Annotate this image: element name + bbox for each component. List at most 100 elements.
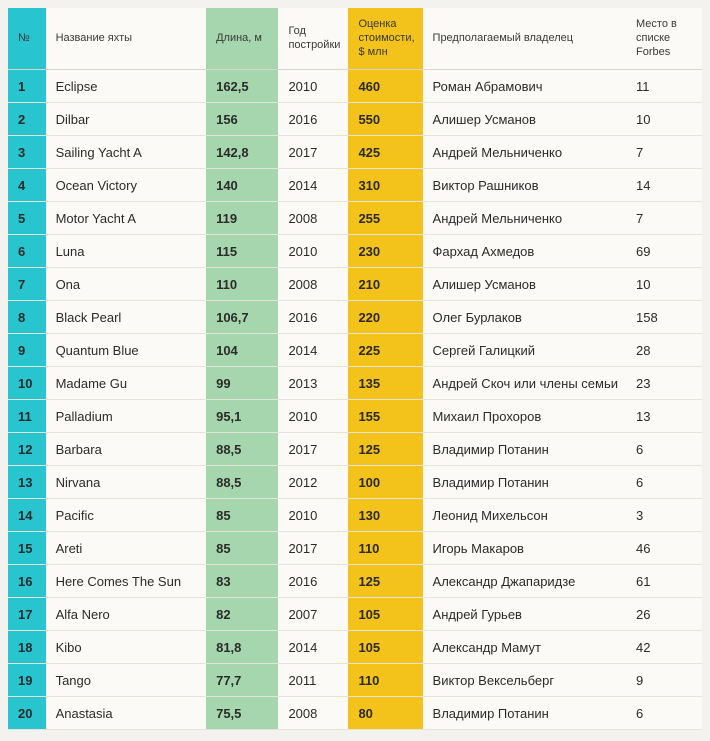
col-header-number: № bbox=[8, 8, 46, 70]
cell-owner: Игорь Макаров bbox=[423, 532, 626, 565]
cell-cost: 105 bbox=[348, 631, 422, 664]
cell-year: 2014 bbox=[278, 169, 348, 202]
cell-number: 19 bbox=[8, 664, 46, 697]
cell-year: 2012 bbox=[278, 466, 348, 499]
cell-number: 6 bbox=[8, 235, 46, 268]
cell-owner: Сергей Галицкий bbox=[423, 334, 626, 367]
cell-cost: 125 bbox=[348, 433, 422, 466]
cell-owner: Роман Абрамович bbox=[423, 70, 626, 103]
cell-cost: 110 bbox=[348, 532, 422, 565]
cell-cost: 110 bbox=[348, 664, 422, 697]
cell-name: Black Pearl bbox=[46, 301, 207, 334]
cell-owner: Андрей Скоч или члены семьи bbox=[423, 367, 626, 400]
cell-number: 3 bbox=[8, 136, 46, 169]
table-row: 10Madame Gu992013135Андрей Скоч или член… bbox=[8, 367, 702, 400]
table-row: 13Nirvana88,52012100Владимир Потанин6 bbox=[8, 466, 702, 499]
cell-owner: Виктор Рашников bbox=[423, 169, 626, 202]
cell-cost: 550 bbox=[348, 103, 422, 136]
cell-year: 2013 bbox=[278, 367, 348, 400]
cell-owner: Александр Джапаридзе bbox=[423, 565, 626, 598]
cell-cost: 100 bbox=[348, 466, 422, 499]
cell-number: 11 bbox=[8, 400, 46, 433]
table-row: 17Alfa Nero822007105Андрей Гурьев26 bbox=[8, 598, 702, 631]
cell-year: 2014 bbox=[278, 334, 348, 367]
cell-number: 5 bbox=[8, 202, 46, 235]
cell-cost: 230 bbox=[348, 235, 422, 268]
cell-cost: 125 bbox=[348, 565, 422, 598]
cell-forbes: 11 bbox=[626, 70, 702, 103]
cell-forbes: 10 bbox=[626, 103, 702, 136]
cell-name: Luna bbox=[46, 235, 207, 268]
cell-year: 2017 bbox=[278, 433, 348, 466]
cell-length: 110 bbox=[206, 268, 278, 301]
table-row: 15Areti852017110Игорь Макаров46 bbox=[8, 532, 702, 565]
cell-forbes: 42 bbox=[626, 631, 702, 664]
cell-cost: 80 bbox=[348, 697, 422, 730]
cell-length: 119 bbox=[206, 202, 278, 235]
cell-name: Alfa Nero bbox=[46, 598, 207, 631]
cell-length: 95,1 bbox=[206, 400, 278, 433]
cell-owner: Алишер Усманов bbox=[423, 103, 626, 136]
table-row: 7Ona1102008210Алишер Усманов10 bbox=[8, 268, 702, 301]
cell-length: 85 bbox=[206, 532, 278, 565]
cell-forbes: 7 bbox=[626, 202, 702, 235]
cell-year: 2017 bbox=[278, 532, 348, 565]
cell-year: 2014 bbox=[278, 631, 348, 664]
cell-cost: 225 bbox=[348, 334, 422, 367]
table-row: 4Ocean Victory1402014310Виктор Рашников1… bbox=[8, 169, 702, 202]
cell-owner: Виктор Вексельберг bbox=[423, 664, 626, 697]
cell-cost: 255 bbox=[348, 202, 422, 235]
cell-owner: Андрей Мельниченко bbox=[423, 136, 626, 169]
cell-number: 15 bbox=[8, 532, 46, 565]
cell-number: 13 bbox=[8, 466, 46, 499]
table-row: 8Black Pearl106,72016220Олег Бурлаков158 bbox=[8, 301, 702, 334]
cell-year: 2008 bbox=[278, 202, 348, 235]
cell-year: 2010 bbox=[278, 70, 348, 103]
table-header-row: № Название яхты Длина, м Год постройки О… bbox=[8, 8, 702, 70]
cell-name: Quantum Blue bbox=[46, 334, 207, 367]
cell-number: 10 bbox=[8, 367, 46, 400]
cell-forbes: 61 bbox=[626, 565, 702, 598]
col-header-length: Длина, м bbox=[206, 8, 278, 70]
cell-owner: Андрей Гурьев bbox=[423, 598, 626, 631]
cell-length: 83 bbox=[206, 565, 278, 598]
cell-cost: 310 bbox=[348, 169, 422, 202]
table-row: 12Barbara88,52017125Владимир Потанин6 bbox=[8, 433, 702, 466]
cell-cost: 210 bbox=[348, 268, 422, 301]
cell-name: Dilbar bbox=[46, 103, 207, 136]
cell-number: 7 bbox=[8, 268, 46, 301]
table-row: 9Quantum Blue1042014225Сергей Галицкий28 bbox=[8, 334, 702, 367]
cell-number: 16 bbox=[8, 565, 46, 598]
table-row: 14Pacific852010130Леонид Михельсон3 bbox=[8, 499, 702, 532]
cell-forbes: 9 bbox=[626, 664, 702, 697]
cell-length: 142,8 bbox=[206, 136, 278, 169]
cell-year: 2010 bbox=[278, 400, 348, 433]
cell-forbes: 13 bbox=[626, 400, 702, 433]
cell-length: 140 bbox=[206, 169, 278, 202]
cell-forbes: 3 bbox=[626, 499, 702, 532]
cell-number: 9 bbox=[8, 334, 46, 367]
cell-length: 99 bbox=[206, 367, 278, 400]
col-header-cost: Оценка стоимости, $ млн bbox=[348, 8, 422, 70]
cell-length: 75,5 bbox=[206, 697, 278, 730]
cell-cost: 220 bbox=[348, 301, 422, 334]
table-row: 18Kibo81,82014105Александр Мамут42 bbox=[8, 631, 702, 664]
cell-forbes: 28 bbox=[626, 334, 702, 367]
cell-name: Here Comes The Sun bbox=[46, 565, 207, 598]
cell-number: 8 bbox=[8, 301, 46, 334]
cell-owner: Андрей Мельниченко bbox=[423, 202, 626, 235]
cell-year: 2007 bbox=[278, 598, 348, 631]
cell-length: 162,5 bbox=[206, 70, 278, 103]
cell-name: Tango bbox=[46, 664, 207, 697]
cell-forbes: 10 bbox=[626, 268, 702, 301]
table-row: 16Here Comes The Sun832016125Александр Д… bbox=[8, 565, 702, 598]
cell-year: 2016 bbox=[278, 565, 348, 598]
cell-forbes: 23 bbox=[626, 367, 702, 400]
cell-owner: Алишер Усманов bbox=[423, 268, 626, 301]
table-row: 1Eclipse162,52010460Роман Абрамович11 bbox=[8, 70, 702, 103]
cell-year: 2016 bbox=[278, 103, 348, 136]
col-header-forbes: Место в списке Forbes bbox=[626, 8, 702, 70]
table-row: 11Palladium95,12010155Михаил Прохоров13 bbox=[8, 400, 702, 433]
cell-length: 88,5 bbox=[206, 433, 278, 466]
cell-forbes: 69 bbox=[626, 235, 702, 268]
